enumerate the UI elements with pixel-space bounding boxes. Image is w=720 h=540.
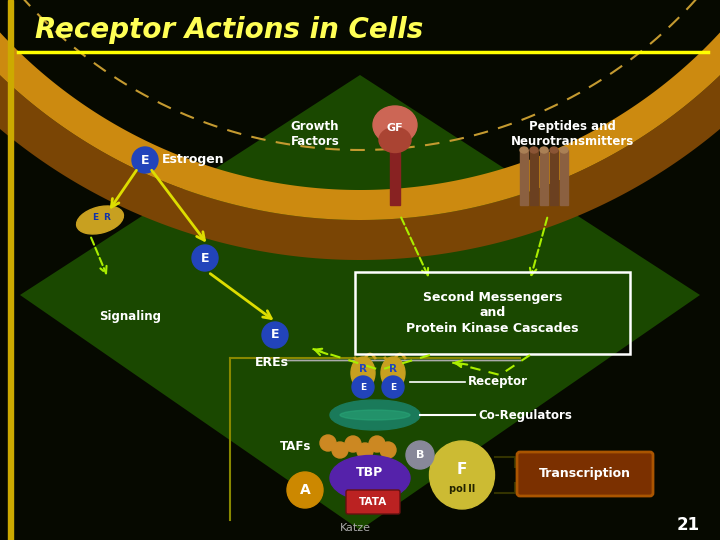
Polygon shape xyxy=(0,0,720,260)
Text: Transcription: Transcription xyxy=(539,468,631,481)
Text: F: F xyxy=(456,462,467,477)
Text: 21: 21 xyxy=(677,516,700,534)
Circle shape xyxy=(132,147,158,173)
Text: E: E xyxy=(140,153,149,166)
Ellipse shape xyxy=(76,206,123,234)
Text: R: R xyxy=(359,364,367,374)
Ellipse shape xyxy=(540,147,548,153)
Text: GF: GF xyxy=(387,123,403,133)
Circle shape xyxy=(192,245,218,271)
Circle shape xyxy=(380,442,396,458)
Bar xyxy=(520,150,528,205)
Text: Receptor Actions in Cells: Receptor Actions in Cells xyxy=(35,16,423,44)
Text: pol II: pol II xyxy=(449,484,475,494)
Ellipse shape xyxy=(330,400,420,430)
Ellipse shape xyxy=(373,106,417,144)
Ellipse shape xyxy=(379,127,411,152)
Ellipse shape xyxy=(530,147,538,153)
Text: A: A xyxy=(300,483,310,497)
Bar xyxy=(560,150,568,205)
Ellipse shape xyxy=(430,441,495,509)
Text: B: B xyxy=(416,450,424,460)
Text: Co-Regulators: Co-Regulators xyxy=(478,408,572,422)
Circle shape xyxy=(357,443,373,459)
Text: E: E xyxy=(92,213,98,222)
Polygon shape xyxy=(20,75,700,530)
Text: Peptides and
Neurotransmitters: Peptides and Neurotransmitters xyxy=(510,120,634,148)
Ellipse shape xyxy=(560,147,568,153)
Ellipse shape xyxy=(550,147,558,153)
Text: E: E xyxy=(201,252,210,265)
Bar xyxy=(540,150,548,205)
Bar xyxy=(530,150,538,205)
Text: E: E xyxy=(360,382,366,392)
Circle shape xyxy=(369,436,385,452)
Circle shape xyxy=(262,322,288,348)
Ellipse shape xyxy=(520,147,528,153)
Circle shape xyxy=(287,472,323,508)
Circle shape xyxy=(345,436,361,452)
Bar xyxy=(390,130,400,205)
Text: Second Messengers
and
Protein Kinase Cascades: Second Messengers and Protein Kinase Cas… xyxy=(406,292,579,334)
Text: EREs: EREs xyxy=(255,355,289,368)
Ellipse shape xyxy=(340,410,410,420)
Text: E: E xyxy=(390,382,396,392)
Text: Estrogen: Estrogen xyxy=(162,153,225,166)
FancyBboxPatch shape xyxy=(517,452,653,496)
Ellipse shape xyxy=(330,456,410,501)
Bar xyxy=(550,150,558,205)
Text: Katze: Katze xyxy=(340,523,371,533)
Circle shape xyxy=(352,376,374,398)
Text: Growth
Factors: Growth Factors xyxy=(291,120,339,148)
Text: R: R xyxy=(104,213,110,222)
Text: TBP: TBP xyxy=(356,467,384,480)
Ellipse shape xyxy=(351,357,375,389)
FancyBboxPatch shape xyxy=(346,490,400,514)
Circle shape xyxy=(320,435,336,451)
Bar xyxy=(8,0,13,540)
Text: TATA: TATA xyxy=(359,497,387,507)
Text: R: R xyxy=(389,364,397,374)
Text: Signaling: Signaling xyxy=(99,310,161,323)
Circle shape xyxy=(332,442,348,458)
Ellipse shape xyxy=(381,357,405,389)
Text: E: E xyxy=(271,328,279,341)
Text: Receptor: Receptor xyxy=(468,375,528,388)
Circle shape xyxy=(406,441,434,469)
Polygon shape xyxy=(0,0,720,220)
Circle shape xyxy=(382,376,404,398)
Text: TAFs: TAFs xyxy=(280,441,311,454)
